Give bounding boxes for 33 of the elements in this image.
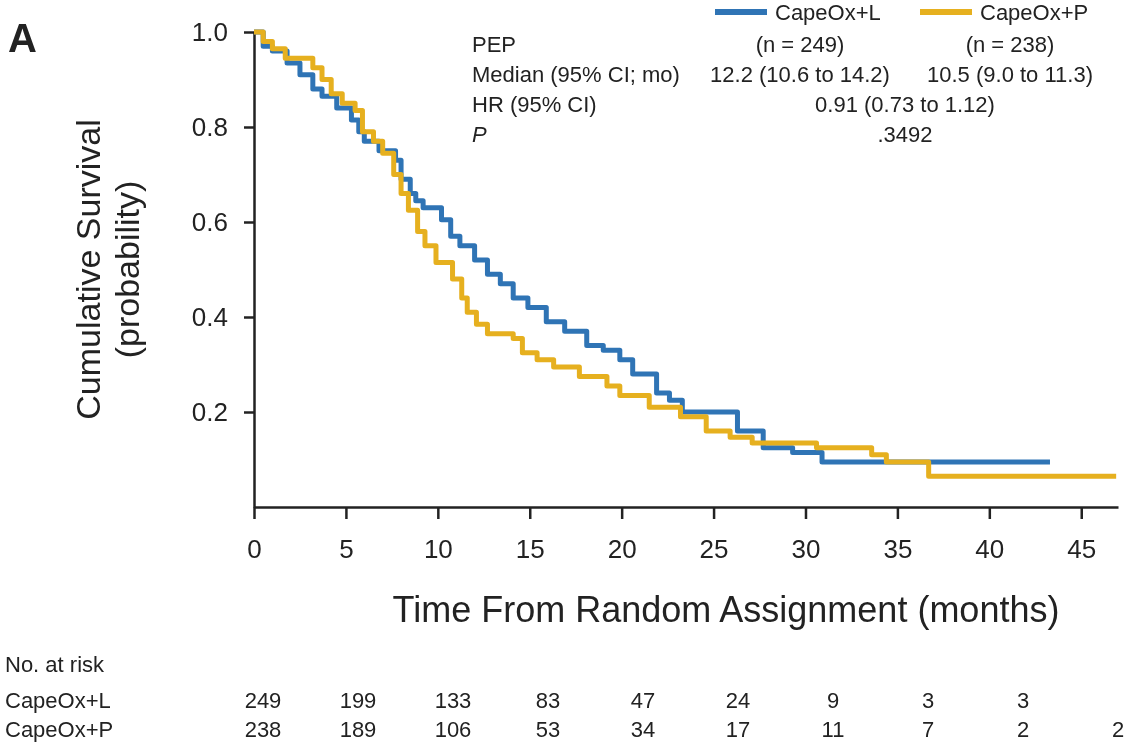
x-tick-label: 0	[247, 534, 262, 565]
annotation: .3492	[877, 122, 933, 147]
y-tick-label: 0.4	[191, 301, 228, 332]
legend-label: CapeOx+L	[775, 0, 881, 25]
annotation: (n = 249)	[755, 32, 845, 57]
y-axis-title: Cumulative Survival (probability)	[69, 119, 147, 420]
text: No. at risk	[5, 652, 106, 677]
text: A	[8, 16, 37, 60]
annotation: HR (95% CI)	[472, 92, 597, 117]
legend-label: CapeOx+P	[980, 0, 1089, 25]
text: CapeOx+L 249 199 133 83 47 24 9 3 3	[5, 688, 1030, 713]
annotation: PEP	[472, 32, 517, 57]
y-tick-label: 0.6	[191, 206, 228, 237]
x-axis-title: Time From Random Assignment (months)	[392, 589, 1060, 630]
y-tick-label: 0.8	[191, 111, 228, 142]
y-tick-label: 1.0	[191, 16, 228, 47]
annotation: 0.91 (0.73 to 1.12)	[815, 92, 995, 117]
x-tick-label: 25	[699, 534, 729, 565]
y-tick-label: 0.2	[191, 396, 228, 427]
annotation: P	[472, 122, 487, 147]
annotation: 10.5 (9.0 to 11.3)	[927, 62, 1093, 87]
x-tick-label: 15	[515, 534, 545, 565]
text: CapeOx+P 238 189 106 53 34 17 11 7 2 2	[5, 717, 1125, 742]
x-tick-label: 10	[423, 534, 453, 565]
x-tick-label: 5	[339, 534, 354, 565]
x-tick-label: 45	[1067, 534, 1097, 565]
x-tick-label: 20	[607, 534, 637, 565]
x-tick-label: 40	[975, 534, 1005, 565]
annotation: 12.2 (10.6 to 14.2)	[710, 62, 890, 87]
annotation: (n = 238)	[965, 32, 1055, 57]
x-tick-label: 30	[791, 534, 821, 565]
x-tick-label: 35	[883, 534, 913, 565]
annotation: Median (95% CI; mo)	[472, 62, 680, 87]
